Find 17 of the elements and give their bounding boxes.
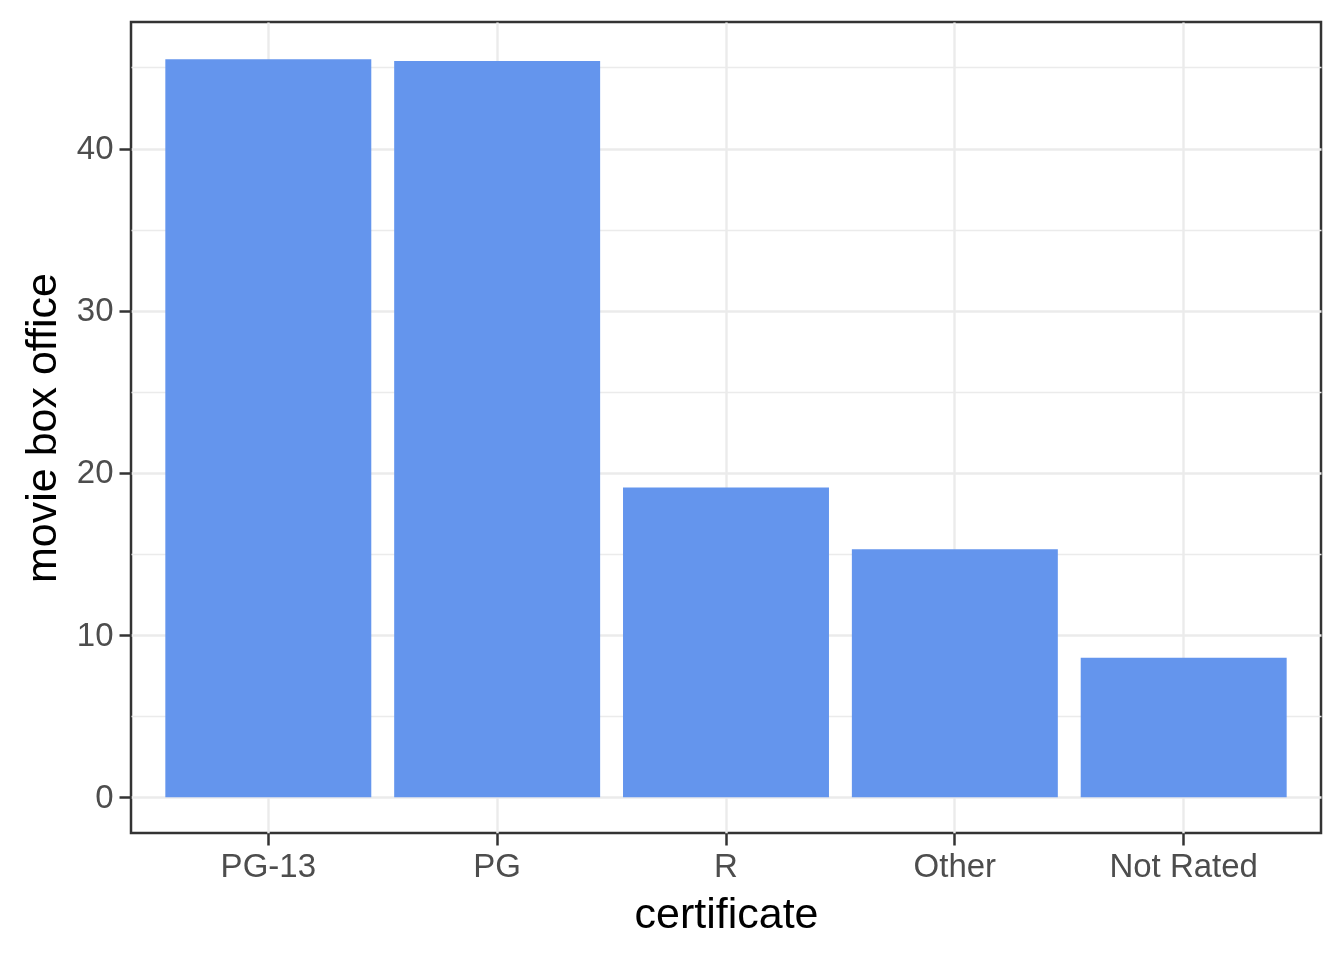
- bar: [165, 59, 372, 798]
- x-tick-label: R: [714, 846, 738, 884]
- y-tick-label: 30: [76, 291, 114, 329]
- bar: [623, 487, 829, 798]
- bar: [851, 549, 1058, 798]
- y-tick-label: 0: [95, 777, 114, 815]
- bar: [394, 60, 601, 798]
- x-axis-title: certificate: [634, 888, 819, 937]
- x-tick-label: PG: [473, 846, 521, 884]
- x-tick-label: PG-13: [220, 846, 316, 884]
- y-tick-label: 40: [76, 129, 114, 167]
- y-axis-title: movie box office: [16, 273, 65, 583]
- x-tick-label: Other: [913, 846, 997, 884]
- bar: [1080, 657, 1287, 798]
- y-tick-label: 10: [76, 615, 114, 653]
- y-tick-label: 20: [76, 453, 114, 491]
- x-tick-label: Not Rated: [1109, 846, 1258, 884]
